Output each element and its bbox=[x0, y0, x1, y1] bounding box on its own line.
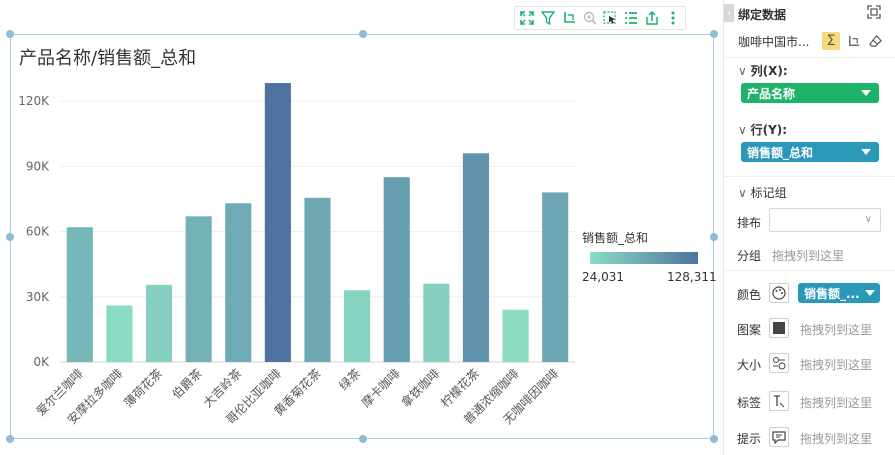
y-tick-label: 60K bbox=[26, 225, 50, 239]
list-icon[interactable] bbox=[622, 9, 640, 27]
bar bbox=[264, 83, 291, 362]
dataset-name[interactable]: 咖啡中国市... bbox=[738, 34, 810, 49]
bar bbox=[462, 153, 490, 362]
resize-handle-tr[interactable] bbox=[710, 30, 718, 38]
chevron-down-icon bbox=[861, 90, 871, 96]
divider bbox=[724, 57, 895, 58]
bar bbox=[383, 177, 410, 362]
bar bbox=[106, 305, 133, 362]
select-icon[interactable] bbox=[601, 9, 619, 27]
group-dropzone[interactable]: 拖拽列到这里 bbox=[772, 249, 845, 263]
size-dropzone[interactable]: 拖拽列到这里 bbox=[800, 358, 873, 372]
color-field-pill[interactable]: 销售额_... bbox=[798, 283, 880, 303]
legend-gradient bbox=[590, 252, 698, 264]
marks-section[interactable]: ∨ 标记组 bbox=[738, 186, 787, 200]
bar bbox=[423, 283, 450, 362]
fullscreen-icon[interactable] bbox=[518, 9, 536, 27]
rows-label: 行(Y): bbox=[750, 123, 788, 137]
chart-toolbar bbox=[514, 6, 686, 30]
bar bbox=[502, 309, 529, 362]
legend-max-label: 128,311 bbox=[667, 270, 717, 284]
size-icon[interactable] bbox=[769, 353, 789, 373]
resize-handle-mr[interactable] bbox=[710, 233, 718, 241]
eraser-icon[interactable] bbox=[866, 32, 884, 50]
color-field-label: 销售额_... bbox=[804, 286, 860, 301]
resize-handle-bl[interactable] bbox=[6, 435, 14, 443]
label-icon[interactable] bbox=[769, 391, 789, 411]
chart-canvas: 0K 30K 60K 90K 120K 爱尔兰咖啡 安摩拉多咖啡 薄荷花茶 伯爵茶 大吉岭茶 哥伦比… bbox=[6, 6, 718, 443]
bar bbox=[225, 203, 252, 362]
legend-min-label: 24,031 bbox=[582, 270, 624, 284]
y-tick-label: 120K bbox=[18, 94, 50, 108]
y-tick-label: 30K bbox=[26, 290, 50, 304]
tag-label: 标签 bbox=[737, 396, 762, 410]
resize-handle-br[interactable] bbox=[710, 435, 718, 443]
bar bbox=[542, 192, 569, 362]
bar bbox=[66, 227, 93, 362]
layout-select[interactable]: ∨ bbox=[769, 208, 881, 232]
sum-icon[interactable]: Σ bbox=[822, 32, 840, 50]
zoom-icon[interactable] bbox=[581, 9, 599, 27]
chart-title: 产品名称/销售额_总和 bbox=[19, 48, 197, 69]
collapse-panel-icon[interactable]: › bbox=[724, 4, 734, 22]
divider bbox=[724, 176, 895, 177]
chevron-down-icon bbox=[861, 149, 871, 155]
drill-icon[interactable] bbox=[560, 9, 578, 27]
resize-handle-bc[interactable] bbox=[359, 435, 367, 443]
resize-handle-tl[interactable] bbox=[6, 30, 14, 38]
expand-icon[interactable] bbox=[866, 4, 882, 20]
pattern-dropzone[interactable]: 拖拽列到这里 bbox=[800, 323, 873, 337]
resize-handle-tc[interactable] bbox=[359, 30, 367, 38]
color-label: 颜色 bbox=[737, 288, 762, 302]
rows-section[interactable]: ∨ 行(Y): bbox=[738, 123, 788, 137]
bar bbox=[304, 197, 331, 362]
columns-field-label: 产品名称 bbox=[747, 86, 796, 101]
bar bbox=[185, 216, 212, 362]
columns-field-pill[interactable]: 产品名称 bbox=[741, 83, 879, 103]
columns-section[interactable]: ∨ 列(X): bbox=[738, 64, 788, 78]
tip-label: 提示 bbox=[737, 432, 762, 446]
size-label: 大小 bbox=[737, 358, 762, 372]
chevron-down-icon bbox=[865, 290, 875, 296]
drill-icon[interactable] bbox=[844, 32, 862, 50]
legend-title: 销售额_总和 bbox=[582, 231, 649, 245]
filter-icon[interactable] bbox=[539, 9, 557, 27]
divider bbox=[724, 270, 895, 271]
tooltip-icon[interactable] bbox=[769, 427, 789, 447]
export-icon[interactable] bbox=[643, 9, 661, 27]
resize-handle-ml[interactable] bbox=[6, 233, 14, 241]
binding-panel: › 绑定数据 咖啡中国市... Σ ∨ 列(X): 产品名称 ∨ 行(Y): 销… bbox=[723, 0, 895, 455]
bar bbox=[145, 284, 173, 362]
pattern-icon[interactable] bbox=[769, 318, 789, 338]
pattern-label: 图案 bbox=[737, 323, 762, 337]
group-label: 分组 bbox=[737, 249, 762, 263]
tip-dropzone[interactable]: 拖拽列到这里 bbox=[800, 432, 873, 446]
panel-title: 绑定数据 bbox=[738, 8, 787, 22]
y-tick-label: 90K bbox=[26, 159, 50, 173]
tag-dropzone[interactable]: 拖拽列到这里 bbox=[800, 396, 873, 410]
rows-field-pill[interactable]: 销售额_总和 bbox=[741, 142, 879, 162]
bar bbox=[344, 290, 371, 362]
y-tick-label: 0K bbox=[33, 355, 50, 369]
dataset-row: 咖啡中国市... Σ bbox=[738, 32, 888, 50]
layout-label: 排布 bbox=[737, 216, 762, 230]
more-icon[interactable] bbox=[664, 9, 682, 27]
chevron-down-icon: ∨ bbox=[864, 214, 872, 225]
rows-field-label: 销售额_总和 bbox=[747, 145, 814, 160]
palette-icon[interactable] bbox=[769, 283, 789, 303]
marks-label: 标记组 bbox=[750, 186, 787, 200]
columns-label: 列(X): bbox=[750, 64, 788, 78]
